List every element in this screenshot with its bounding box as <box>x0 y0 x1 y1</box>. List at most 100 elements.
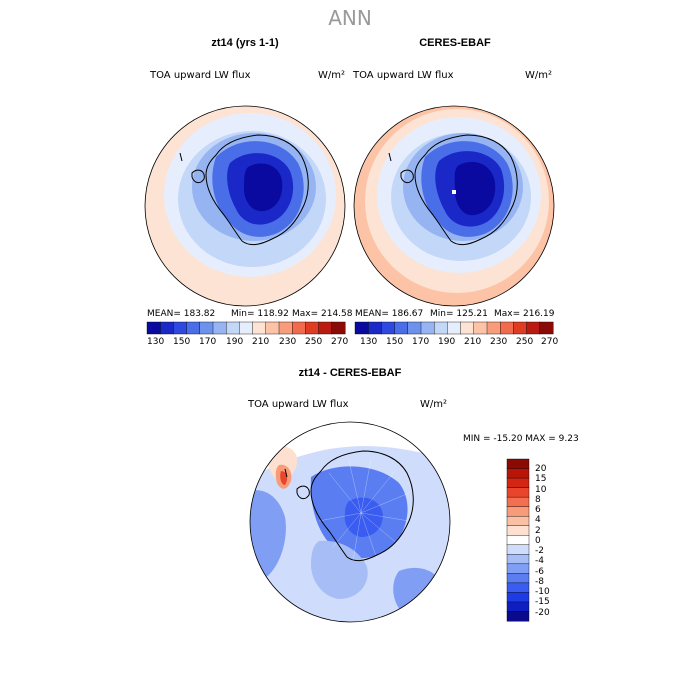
diff-colorbar-swatch-6 <box>506 515 530 527</box>
diff-map-band-neg6-west <box>250 490 286 581</box>
diff-tick-4: 4 <box>535 515 541 525</box>
diff-tick-0: 0 <box>535 536 541 546</box>
diff-tick-10: 10 <box>535 485 547 495</box>
diff-map-border <box>249 421 451 623</box>
diff-colorbar-swatch-0 <box>506 458 530 470</box>
diff-colorbar <box>506 458 530 622</box>
left-tick-250: 250 <box>305 337 323 347</box>
right-map-band-125 <box>454 161 496 216</box>
diff-tick-2: 2 <box>535 526 541 536</box>
diff-tick-neg4: -4 <box>535 556 544 566</box>
left-map <box>144 105 346 307</box>
right-colorbar-swatch-10 <box>486 321 501 335</box>
right-tick-150: 150 <box>386 337 404 347</box>
diff-map-band-neg10 <box>344 497 383 537</box>
left-map-band-125 <box>244 163 283 212</box>
diff-tick-neg6: -6 <box>535 567 544 577</box>
diff-colorbar-swatch-9 <box>506 544 530 555</box>
diff-map-band-neg6-east <box>393 567 445 613</box>
right-colorbar-swatch-13 <box>526 321 541 335</box>
left-colorbar <box>146 321 346 335</box>
left-tick-190: 190 <box>226 337 244 347</box>
right-tick-210: 210 <box>464 337 482 347</box>
diff-colorbar-swatch-4 <box>506 496 530 508</box>
left-colorbar-swatch-3 <box>186 321 201 335</box>
left-colorbar-swatch-1 <box>159 321 174 335</box>
diff-tick-8: 8 <box>535 495 541 505</box>
left-colorbar-swatch-2 <box>173 321 188 335</box>
left-tick-210: 210 <box>252 337 270 347</box>
left-tick-170: 170 <box>199 337 217 347</box>
right-min-stat: Min= 125.21 <box>430 309 488 319</box>
left-units-label: W/m² <box>318 70 346 81</box>
right-colorbar-swatch-9 <box>473 321 488 335</box>
diff-tick-6: 6 <box>535 505 541 515</box>
diff-colorbar-swatch-5 <box>506 506 530 517</box>
right-colorbar-swatch-8 <box>460 321 475 335</box>
left-colorbar-swatch-9 <box>265 321 280 335</box>
diff-colorbar-swatch-16 <box>506 611 530 622</box>
left-colorbar-swatch-6 <box>225 321 240 335</box>
diff-tick-neg15: -15 <box>535 597 550 607</box>
diff-colorbar-swatch-14 <box>506 592 530 603</box>
diff-panel-title: zt14 - CERES-EBAF <box>298 367 402 379</box>
right-tick-170: 170 <box>412 337 430 347</box>
left-colorbar-swatch-4 <box>199 321 214 335</box>
right-colorbar-swatch-2 <box>381 321 396 335</box>
diff-tick-15: 15 <box>535 474 547 484</box>
right-tick-190: 190 <box>438 337 456 347</box>
diff-map <box>249 421 451 623</box>
diff-tick-neg10: -10 <box>535 587 550 597</box>
right-colorbar-swatch-7 <box>447 321 462 335</box>
diff-colorbar-swatch-10 <box>506 554 530 565</box>
right-colorbar-swatch-6 <box>433 321 448 335</box>
right-colorbar-swatch-1 <box>367 321 382 335</box>
left-colorbar-swatch-8 <box>252 321 267 335</box>
right-colorbar-swatch-4 <box>407 321 422 335</box>
left-max-stat: Max= 214.58 <box>292 309 353 319</box>
right-panel-title: CERES-EBAF <box>419 37 491 49</box>
diff-colorbar-swatch-12 <box>506 573 530 584</box>
right-colorbar-swatch-11 <box>499 321 514 335</box>
right-tick-230: 230 <box>490 337 508 347</box>
right-colorbar-swatch-5 <box>420 321 435 335</box>
left-colorbar-swatch-12 <box>305 321 320 335</box>
left-tick-130: 130 <box>147 337 165 347</box>
diff-variable-label: TOA upward LW flux <box>248 399 349 410</box>
right-colorbar-swatch-12 <box>513 321 528 335</box>
diff-colorbar-swatch-11 <box>506 563 530 574</box>
right-units-label: W/m² <box>525 70 553 81</box>
right-max-stat: Max= 216.19 <box>494 309 555 319</box>
diff-colorbar-swatch-8 <box>506 535 530 546</box>
left-tick-230: 230 <box>279 337 297 347</box>
left-map-border <box>144 105 346 307</box>
page-title: ANN <box>328 6 372 30</box>
diff-map-band-pos10 <box>280 471 288 485</box>
right-tick-270: 270 <box>541 337 559 347</box>
diff-minmax-stat: MIN = -15.20 MAX = 9.23 <box>463 434 579 444</box>
right-tick-130: 130 <box>360 337 378 347</box>
diff-colorbar-swatch-3 <box>506 487 530 498</box>
left-colorbar-swatch-11 <box>291 321 306 335</box>
diff-tick-neg2: -2 <box>535 546 544 556</box>
diff-colorbar-swatch-15 <box>506 601 530 612</box>
right-colorbar-swatch-3 <box>394 321 409 335</box>
left-variable-label: TOA upward LW flux <box>150 70 251 81</box>
diff-tick-neg20: -20 <box>535 608 550 618</box>
diff-colorbar-swatch-2 <box>506 477 530 489</box>
left-colorbar-swatch-13 <box>318 321 333 335</box>
diff-units-label: W/m² <box>420 399 448 410</box>
left-tick-150: 150 <box>173 337 191 347</box>
diff-tick-neg8: -8 <box>535 577 544 587</box>
right-colorbar <box>354 321 554 335</box>
left-colorbar-swatch-5 <box>212 321 227 335</box>
left-panel-title: zt14 (yrs 1-1) <box>211 37 279 49</box>
left-colorbar-swatch-14 <box>331 321 346 335</box>
right-colorbar-swatch-0 <box>354 321 369 335</box>
left-map-coastline <box>179 134 309 246</box>
left-colorbar-swatch-7 <box>239 321 254 335</box>
left-colorbar-swatch-10 <box>278 321 293 335</box>
diff-colorbar-swatch-13 <box>506 582 530 593</box>
diff-colorbar-swatch-1 <box>506 468 530 479</box>
right-map <box>353 105 555 307</box>
